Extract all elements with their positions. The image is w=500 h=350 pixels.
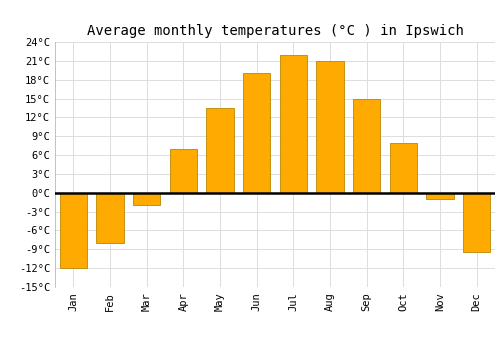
Bar xyxy=(206,108,234,193)
Bar xyxy=(280,55,307,193)
Bar xyxy=(426,193,454,199)
Bar xyxy=(390,142,417,193)
Bar xyxy=(60,193,87,268)
Bar xyxy=(96,193,124,243)
Bar xyxy=(243,74,270,193)
Bar xyxy=(463,193,490,252)
Bar xyxy=(316,61,344,193)
Title: Average monthly temperatures (°C ) in Ipswich: Average monthly temperatures (°C ) in Ip… xyxy=(86,24,464,38)
Bar xyxy=(133,193,160,205)
Bar xyxy=(353,99,380,193)
Bar xyxy=(170,149,197,193)
